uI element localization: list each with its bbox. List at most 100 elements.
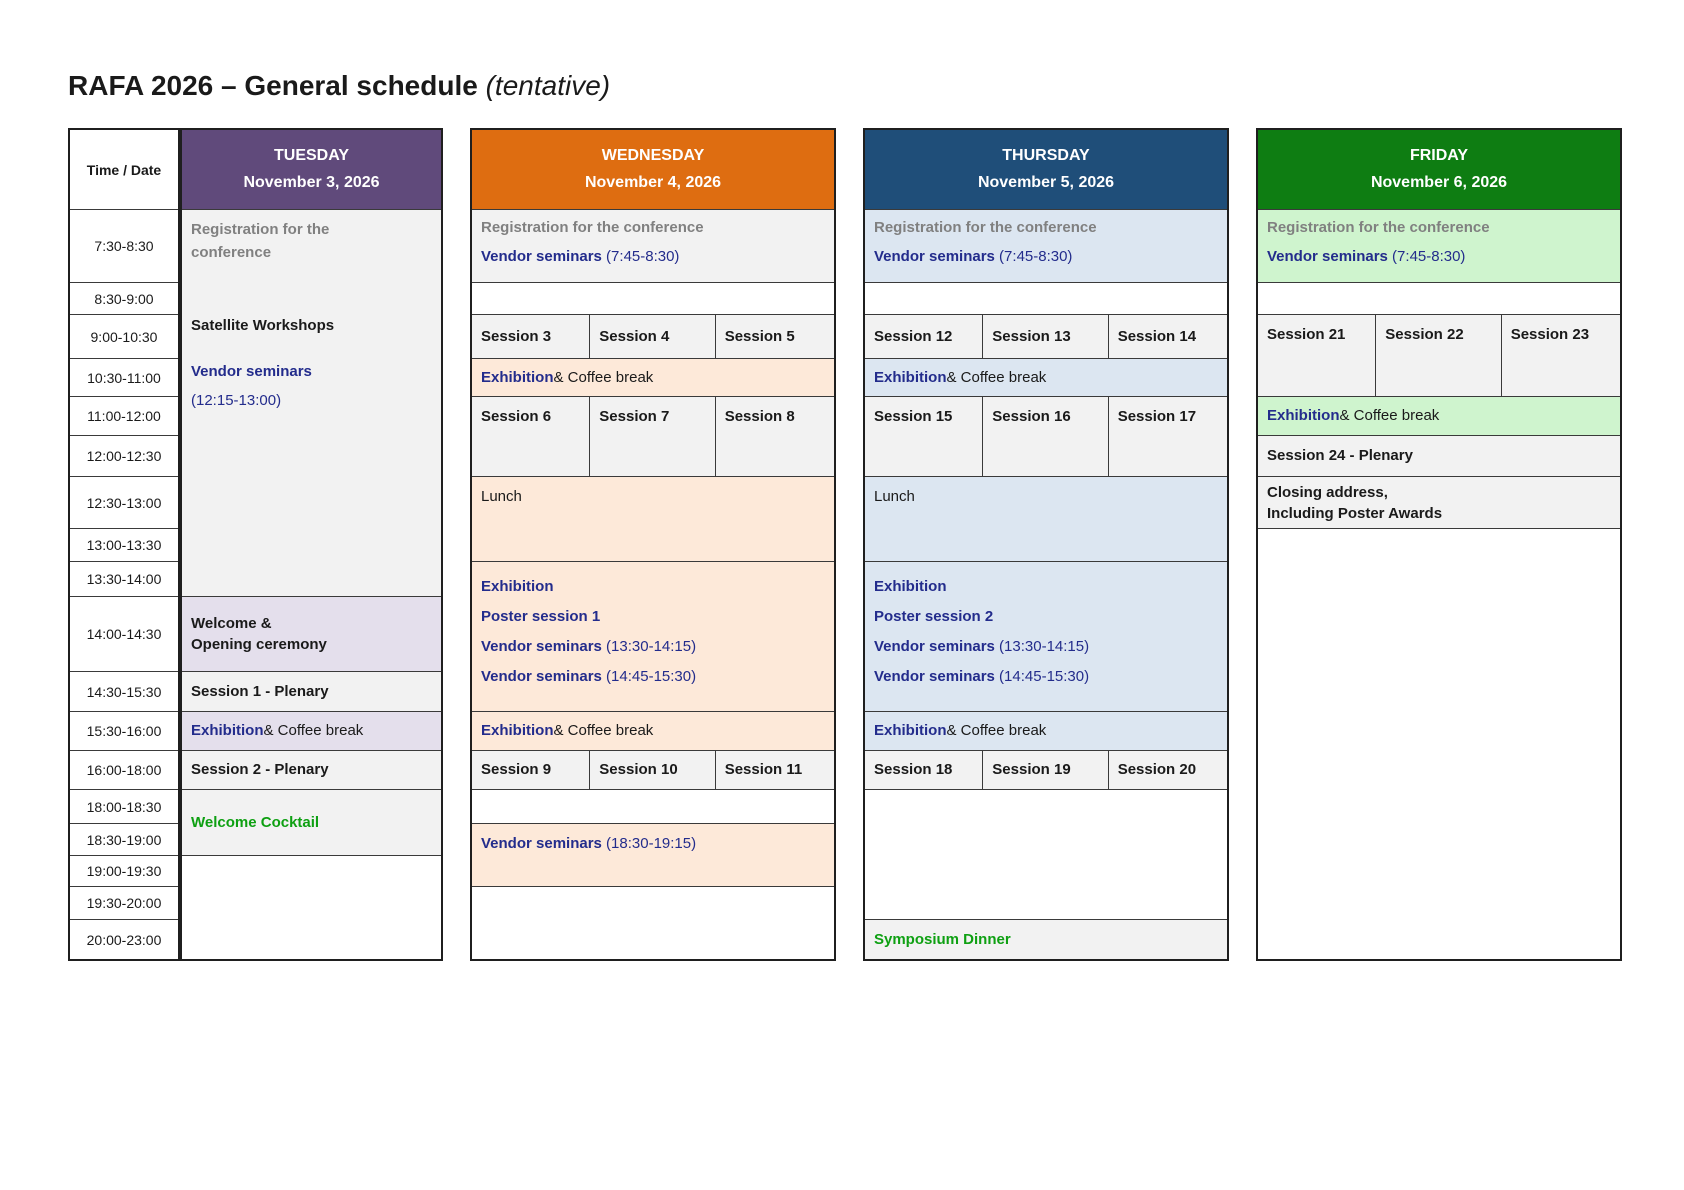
registration-label: Registration for the conference xyxy=(481,219,704,236)
vendor-seminars-label: Vendor seminars xyxy=(481,248,602,265)
vendor-seminars-label: Vendor seminars xyxy=(1267,248,1388,265)
friday-header: FRIDAY November 6, 2026 xyxy=(1258,130,1620,210)
coffee-break-label: & Coffee break xyxy=(263,722,364,739)
day-column-friday: FRIDAY November 6, 2026 Registration for… xyxy=(1256,128,1622,961)
session-cell: Session 16 xyxy=(983,397,1109,477)
empty-cell xyxy=(1258,283,1620,315)
welcome-ceremony-cell: Welcome & Opening ceremony xyxy=(182,597,441,672)
time-slot: 12:30-13:00 xyxy=(70,477,178,529)
vendor-seminars-label: Vendor seminars xyxy=(191,363,312,380)
session-cell: Session 22 xyxy=(1376,315,1502,397)
closing-line2: Including Poster Awards xyxy=(1267,504,1443,522)
empty-cell xyxy=(472,887,834,959)
vendor-seminars-time: (14:45-15:30) xyxy=(994,668,1090,685)
empty-cell xyxy=(472,283,834,315)
empty-cell xyxy=(182,856,441,959)
exhibition-label: Exhibition xyxy=(191,722,264,739)
time-date-header: Time / Date xyxy=(70,130,178,210)
vendor-seminars-label: Vendor seminars xyxy=(481,638,602,655)
time-slot: 11:00-12:00 xyxy=(70,397,178,436)
lunch-cell: Lunch xyxy=(472,477,834,562)
exhibition-label: Exhibition xyxy=(1267,407,1340,424)
session-cell: Session 11 xyxy=(715,751,834,790)
welcome-cocktail-cell: Welcome Cocktail xyxy=(182,790,441,856)
session-24-plenary-cell: Session 24 - Plenary xyxy=(1258,436,1620,477)
time-slot: 14:30-15:30 xyxy=(70,672,178,712)
exhibition-coffee-break-cell: Exhibition & Coffee break xyxy=(865,359,1227,397)
exhibition-label: Exhibition xyxy=(874,368,947,386)
vendor-seminars-label: Vendor seminars xyxy=(481,835,602,852)
session-cell: Session 19 xyxy=(983,751,1109,790)
vendor-seminars-time: (14:45-15:30) xyxy=(601,668,697,685)
time-slot: 7:30-8:30 xyxy=(70,210,178,283)
day-column-thursday: THURSDAY November 5, 2026 Registration f… xyxy=(863,128,1229,961)
thursday-date: November 5, 2026 xyxy=(977,174,1115,191)
vendor-seminars-label: Vendor seminars xyxy=(481,668,602,685)
thursday-registration-cell: Registration for the conference Vendor s… xyxy=(865,210,1227,283)
exhibition-label: Exhibition xyxy=(481,578,554,595)
session-cell: Session 10 xyxy=(590,751,716,790)
day-column-tuesday: TUESDAY November 3, 2026 Registration fo… xyxy=(180,128,443,961)
time-slot: 20:00-23:00 xyxy=(86,931,162,948)
coffee-break-label: & Coffee break xyxy=(553,722,654,739)
page-title-main: RAFA 2026 – General schedule xyxy=(68,70,478,101)
thursday-afternoon-block: Exhibition Poster session 2 Vendor semin… xyxy=(865,562,1227,712)
empty-cell xyxy=(865,283,1227,315)
coffee-break-label: & Coffee break xyxy=(553,368,654,386)
time-slot: 9:00-10:30 xyxy=(70,315,178,359)
exhibition-coffee-break-cell: Exhibition & Coffee break xyxy=(865,712,1227,751)
empty-cell xyxy=(1258,529,1620,959)
coffee-break-label: & Coffee break xyxy=(946,722,1047,739)
satellite-workshops-label: Satellite Workshops xyxy=(191,317,335,334)
registration-label: Registration for the conference xyxy=(191,221,330,261)
friday-date: November 6, 2026 xyxy=(1370,174,1508,191)
session-1-plenary-cell: Session 1 - Plenary xyxy=(182,672,441,712)
welcome-line1: Welcome & xyxy=(191,615,272,632)
exhibition-label: Exhibition xyxy=(874,578,947,595)
session-cell: Session 23 xyxy=(1501,315,1620,397)
vendor-seminars-time: (13:30-14:15) xyxy=(994,638,1090,655)
time-slot: 8:30-9:00 xyxy=(70,283,178,315)
wednesday-afternoon-block: Exhibition Poster session 1 Vendor semin… xyxy=(472,562,834,712)
session-cell: Session 17 xyxy=(1108,397,1227,477)
session-cell: Session 14 xyxy=(1108,315,1227,359)
friday-name: FRIDAY xyxy=(1409,147,1469,164)
registration-label: Registration for the conference xyxy=(874,219,1097,236)
time-slot: 19:30-20:00 xyxy=(70,887,178,920)
time-slot: 19:00-19:30 xyxy=(70,856,178,887)
wednesday-header: WEDNESDAY November 4, 2026 xyxy=(472,130,834,210)
welcome-line2: Opening ceremony xyxy=(191,636,327,653)
session-2-plenary-cell: Session 2 - Plenary xyxy=(182,751,441,790)
closing-line1: Closing address, xyxy=(1267,483,1388,501)
page-title-tentative: (tentative) xyxy=(485,70,611,101)
session-cell: Session 15 xyxy=(865,397,984,477)
session-cell: Session 8 xyxy=(715,397,834,477)
vendor-seminars-time: (7:45-8:30) xyxy=(1387,248,1466,265)
page-title: RAFA 2026 – General schedule (tentative) xyxy=(68,70,610,102)
friday-registration-cell: Registration for the conference Vendor s… xyxy=(1258,210,1620,283)
session-cell: Session 3 xyxy=(472,315,591,359)
empty-cell xyxy=(865,790,1227,920)
vendor-seminars-label: Vendor seminars xyxy=(874,248,995,265)
time-slot: 16:00-18:00 xyxy=(70,751,178,790)
tuesday-morning-block: Registration for the conference Satellit… xyxy=(182,210,441,597)
wednesday-registration-cell: Registration for the conference Vendor s… xyxy=(472,210,834,283)
session-cell: Session 21 xyxy=(1258,315,1377,397)
time-slot: 10:30-11:00 xyxy=(70,359,178,397)
wednesday-date: November 4, 2026 xyxy=(584,174,722,191)
day-column-wednesday: WEDNESDAY November 4, 2026 Registration … xyxy=(470,128,836,961)
wednesday-name: WEDNESDAY xyxy=(601,147,705,164)
session-cell: Session 4 xyxy=(590,315,716,359)
exhibition-coffee-break-cell: Exhibition & Coffee break xyxy=(182,712,441,751)
tuesday-date: November 3, 2026 xyxy=(243,174,380,191)
time-slot: 12:00-12:30 xyxy=(70,436,178,477)
session-cell: Session 13 xyxy=(983,315,1109,359)
schedule-table: Time / Date 7:30-8:30 8:30-9:00 9:00-10:… xyxy=(68,128,1622,961)
thursday-header: THURSDAY November 5, 2026 xyxy=(865,130,1227,210)
coffee-break-label: & Coffee break xyxy=(946,368,1047,386)
vendor-seminars-time: (12:15-13:00) xyxy=(191,392,282,409)
session-cell: Session 6 xyxy=(472,397,591,477)
time-slot: 14:00-14:30 xyxy=(70,597,178,672)
vendor-seminars-label: Vendor seminars xyxy=(874,668,995,685)
